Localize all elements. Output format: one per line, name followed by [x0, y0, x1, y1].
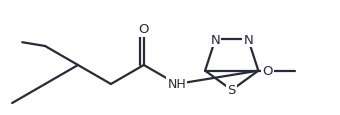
Text: O: O	[139, 23, 149, 36]
Text: S: S	[227, 84, 236, 97]
Text: N: N	[243, 34, 253, 46]
Text: N: N	[210, 34, 220, 46]
Text: O: O	[262, 65, 273, 78]
Text: NH: NH	[167, 78, 186, 91]
